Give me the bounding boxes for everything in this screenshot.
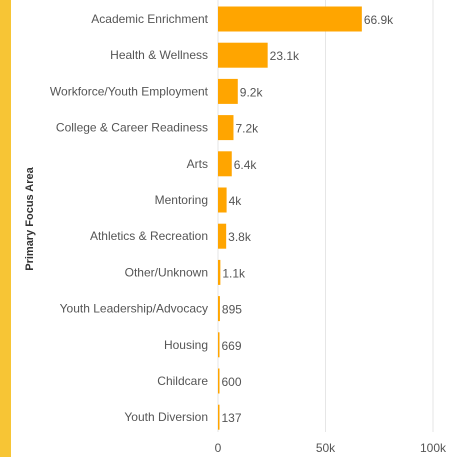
x-tick-label: 100k <box>420 441 447 455</box>
bar[interactable] <box>218 223 227 249</box>
category-label: Childcare <box>157 374 208 388</box>
x-tick-label: 0 <box>215 441 222 455</box>
data-label: 137 <box>222 411 242 425</box>
bar[interactable] <box>218 404 220 430</box>
category-label: Athletics & Recreation <box>90 229 208 243</box>
bar[interactable] <box>218 187 227 213</box>
accent-bar <box>0 0 11 457</box>
data-label: 600 <box>222 375 242 389</box>
bar[interactable] <box>218 296 220 322</box>
bar[interactable] <box>218 6 362 32</box>
data-label: 895 <box>222 303 242 317</box>
bar[interactable] <box>218 151 232 177</box>
category-label: Mentoring <box>155 193 208 207</box>
data-label: 66.9k <box>364 13 394 27</box>
category-label: Other/Unknown <box>125 265 208 279</box>
data-label: 6.4k <box>234 158 258 172</box>
data-label: 1.1k <box>222 266 246 280</box>
category-label: Health & Wellness <box>110 48 208 62</box>
data-label: 23.1k <box>270 49 300 63</box>
data-label: 669 <box>222 339 242 353</box>
data-label: 3.8k <box>228 230 252 244</box>
bar[interactable] <box>218 42 268 68</box>
category-label: Housing <box>164 338 208 352</box>
bars <box>218 6 362 430</box>
bar[interactable] <box>218 332 220 358</box>
category-label: Youth Diversion <box>124 410 208 424</box>
category-label: Youth Leadership/Advocacy <box>60 302 208 316</box>
grid-lines <box>217 0 434 432</box>
x-tick-label: 50k <box>316 441 336 455</box>
labels: 0 50k 100k Academic Enrichment 66.9k Health &… <box>50 12 447 455</box>
category-label: Academic Enrichment <box>91 12 208 26</box>
bar[interactable] <box>218 368 220 394</box>
data-label: 9.2k <box>240 85 264 99</box>
bar[interactable] <box>218 259 221 285</box>
bar[interactable] <box>218 115 234 141</box>
y-axis-title: Primary Focus Area <box>24 166 36 270</box>
category-label: College & Career Readiness <box>56 121 208 135</box>
category-label: Workforce/Youth Employment <box>50 84 209 98</box>
data-label: 7.2k <box>235 122 259 136</box>
data-label: 4k <box>229 194 243 208</box>
category-label: Arts <box>187 157 208 171</box>
bar[interactable] <box>218 78 238 104</box>
